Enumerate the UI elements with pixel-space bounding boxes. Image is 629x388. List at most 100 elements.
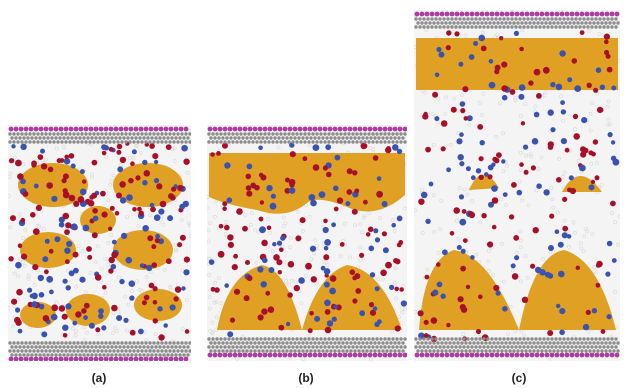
ion-particle <box>440 293 446 299</box>
ion-particle <box>450 106 457 113</box>
ion-particle <box>595 282 601 288</box>
ion-particle <box>612 158 620 166</box>
ion-particle <box>367 226 374 233</box>
ion-particle <box>8 158 15 164</box>
ion-particle <box>345 201 351 207</box>
ion-particle <box>604 39 609 45</box>
ion-particle <box>11 144 16 149</box>
ion-particle <box>605 53 611 59</box>
ion-particle <box>287 261 295 268</box>
ion-particle <box>267 306 275 313</box>
ion-particle <box>86 246 92 252</box>
ion-particle <box>163 323 168 328</box>
ion-particle <box>438 51 445 58</box>
polymer-domains-c <box>416 38 618 330</box>
ion-particle <box>295 235 302 242</box>
ion-particle <box>183 269 190 276</box>
electrode-bottom-b <box>207 337 407 358</box>
panel-a <box>8 125 191 361</box>
ion-particle <box>217 250 225 258</box>
ion-particle <box>478 174 484 180</box>
panel-b-label: (b) <box>298 371 314 385</box>
ion-particle <box>165 144 172 150</box>
ion-particle <box>224 162 231 169</box>
ion-particle <box>456 138 463 145</box>
ion-particle <box>102 285 107 290</box>
ion-particle <box>116 315 123 321</box>
ion-particle <box>588 184 595 191</box>
ion-particle <box>487 174 493 180</box>
ion-particle <box>591 308 598 314</box>
ion-particle <box>62 324 69 331</box>
ion-particle <box>152 300 158 305</box>
ion-particle <box>167 215 174 222</box>
ion-particle <box>436 262 441 267</box>
ions-b <box>208 142 407 338</box>
ion-particle <box>70 163 76 169</box>
ion-particle <box>62 278 68 284</box>
ion-particle <box>98 313 104 319</box>
ion-particle <box>132 207 137 212</box>
electrode-bottom-a <box>8 341 191 361</box>
ion-particle <box>83 315 88 320</box>
ion-particle <box>91 159 98 166</box>
ion-particle <box>308 194 316 201</box>
ion-particle <box>334 154 341 161</box>
ion-particle <box>158 208 165 215</box>
ion-particle <box>157 306 163 312</box>
ion-particle <box>510 263 516 269</box>
ion-particle <box>595 67 602 73</box>
ion-particle <box>381 201 388 207</box>
ion-particle <box>280 235 286 241</box>
ion-particle <box>380 269 387 277</box>
simulation-snapshot-b <box>207 125 407 361</box>
ion-particle <box>579 30 585 35</box>
ion-particle <box>518 84 526 91</box>
ion-particle <box>461 209 467 214</box>
ion-particle <box>592 139 599 145</box>
ion-particle <box>478 156 484 162</box>
ion-particle <box>169 304 176 311</box>
ion-particle <box>147 235 154 242</box>
ion-particle <box>523 144 529 150</box>
ion-particle <box>396 148 403 155</box>
ion-particle <box>17 328 23 334</box>
ion-particle <box>169 194 176 201</box>
ion-particle <box>289 151 296 158</box>
ion-particle <box>462 238 468 244</box>
ion-particle <box>354 188 360 194</box>
ion-particle <box>153 178 160 184</box>
ion-particle <box>16 288 23 296</box>
ion-particle <box>554 229 560 234</box>
ion-particle <box>349 269 356 275</box>
ion-particle <box>94 274 102 281</box>
ion-particle <box>457 154 464 161</box>
ion-particle <box>62 212 70 220</box>
ion-particle <box>31 292 38 300</box>
ion-particle <box>382 247 389 254</box>
ion-particle <box>229 317 236 323</box>
ion-particle <box>100 190 106 197</box>
ion-particle <box>445 45 451 51</box>
ion-particle <box>322 165 328 171</box>
ion-particle <box>468 211 474 217</box>
ion-particle <box>396 215 403 222</box>
ion-particle <box>265 290 271 296</box>
ion-particle <box>63 157 71 165</box>
ion-particle <box>150 206 156 213</box>
ion-particle <box>610 140 616 145</box>
ion-particle <box>116 149 122 155</box>
ion-particle <box>536 93 542 99</box>
ion-particle <box>135 175 141 181</box>
ion-particle <box>129 295 135 301</box>
ion-particle <box>547 109 554 116</box>
ion-particle <box>386 146 391 151</box>
ion-particle <box>14 316 21 324</box>
ion-particle <box>511 273 519 280</box>
ion-particle <box>575 265 580 270</box>
ion-particle <box>236 208 243 215</box>
ion-particle <box>72 251 79 258</box>
ion-particle <box>369 309 377 316</box>
ion-particle <box>121 232 128 239</box>
ion-particle <box>51 304 59 312</box>
